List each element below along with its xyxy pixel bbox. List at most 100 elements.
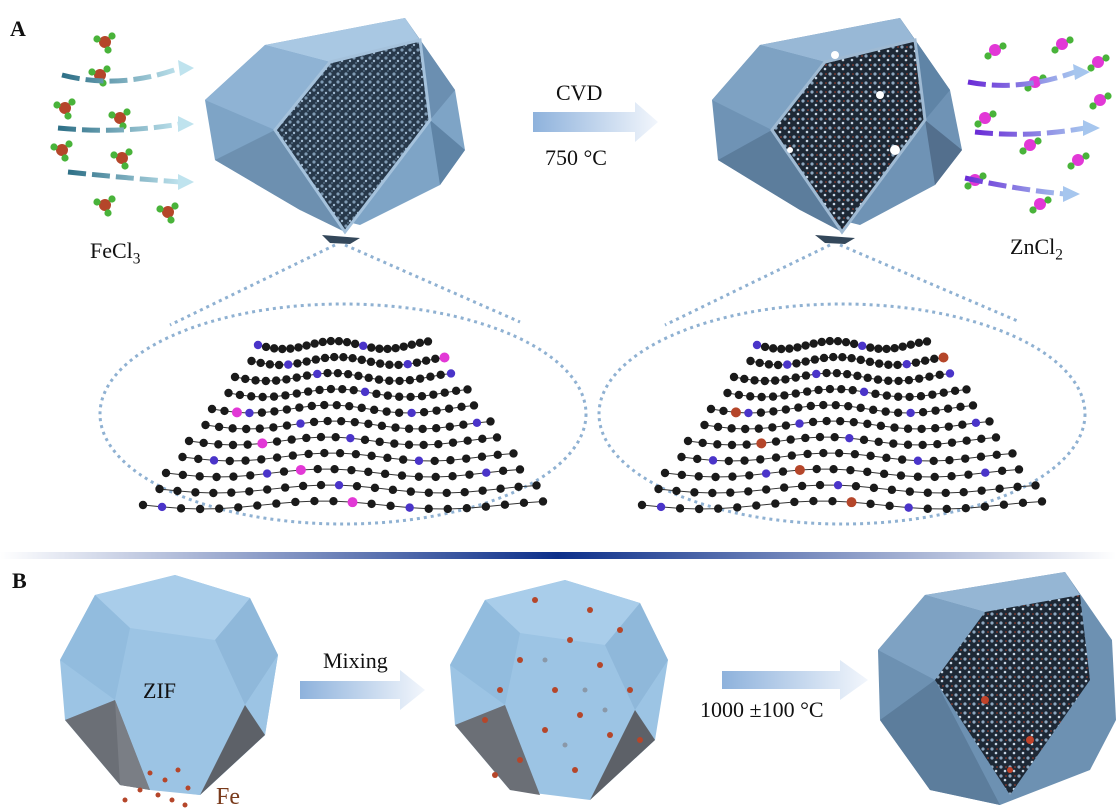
carbon-atom <box>196 472 204 480</box>
process-arrow-icon <box>722 660 868 700</box>
carbon-atom <box>1000 500 1008 508</box>
carbon-atom <box>933 440 941 448</box>
carbon-atom <box>320 449 328 457</box>
carbon-atom <box>371 484 379 492</box>
carbon-atom <box>780 483 788 491</box>
fecl3-molecule-icon <box>108 108 130 129</box>
nitrogen-atom <box>447 369 455 377</box>
carbon-atom <box>733 503 741 511</box>
carbon-atom <box>270 344 278 352</box>
carbon-atom <box>894 377 902 385</box>
carbon-atom <box>463 436 471 444</box>
carbon-atom <box>155 485 163 493</box>
zncl2-molecule-icon <box>1087 54 1109 71</box>
carbon-atom <box>445 404 453 412</box>
carbon-atom <box>992 433 1000 441</box>
carbon-atom <box>281 483 289 491</box>
carbon-atom <box>334 369 342 377</box>
carbon-atom <box>383 454 391 462</box>
carbon-atom <box>319 338 327 346</box>
carbon-atom <box>940 388 948 396</box>
carbon-atom <box>822 369 830 377</box>
carbon-atom <box>304 450 312 458</box>
carbon-atom <box>761 343 769 351</box>
carbon-atom <box>478 435 486 443</box>
carbon-atom <box>429 390 437 398</box>
carbon-atom <box>385 361 393 369</box>
nitrogen-atom <box>296 419 304 427</box>
carbon-atom <box>905 376 913 384</box>
carbon-atom <box>331 433 339 441</box>
carbon-atom <box>1038 497 1046 505</box>
carbon-atom <box>948 438 956 446</box>
carbon-atom <box>262 343 270 351</box>
carbon-atom <box>765 360 773 368</box>
carbon-atom <box>1019 499 1027 507</box>
carbon-atom <box>915 339 923 347</box>
panel-label-b: B <box>12 568 27 594</box>
carbon-atom <box>283 405 291 413</box>
carbon-atom <box>437 371 445 379</box>
carbon-atom <box>884 361 892 369</box>
carbon-atom <box>890 423 898 431</box>
carbon-atom <box>434 440 442 448</box>
carbon-atom <box>877 422 885 430</box>
carbon-atom <box>888 486 896 494</box>
carbon-atom <box>830 433 838 441</box>
carbon-atom <box>834 337 842 345</box>
carbon-atom <box>735 391 743 399</box>
carbon-atom <box>516 465 524 473</box>
nitrogen-atom <box>762 469 770 477</box>
nitrogen-atom <box>359 342 367 350</box>
carbon-atom <box>376 359 384 367</box>
carbon-atom <box>820 354 828 362</box>
fe-label: Fe <box>216 784 240 811</box>
carbon-atom <box>432 424 440 432</box>
nitrogen-atom <box>245 409 253 417</box>
carbon-atom <box>486 417 494 425</box>
carbon-atom <box>678 471 686 479</box>
carbon-atom <box>801 434 809 442</box>
carbon-atom <box>730 373 738 381</box>
carbon-atom <box>772 453 780 461</box>
cvd-arrow <box>533 102 658 142</box>
carbon-atom <box>781 375 789 383</box>
carbon-atom <box>375 438 383 446</box>
carbon-atom <box>842 338 850 346</box>
carbon-atom <box>228 424 236 432</box>
carbon-atom <box>509 449 517 457</box>
nitrogen-atom <box>473 419 481 427</box>
carbon-atom <box>348 354 356 362</box>
nitrogen-atom <box>795 419 803 427</box>
nitrogen-atom <box>482 468 490 476</box>
carbon-atom <box>262 377 270 385</box>
nitrogen-atom <box>753 341 761 349</box>
carbon-atom <box>256 359 264 367</box>
carbon-atom <box>956 403 964 411</box>
carbon-atom <box>452 387 460 395</box>
carbon-atom <box>352 450 360 458</box>
carbon-atom <box>539 497 547 505</box>
carbon-atom <box>258 408 266 416</box>
carbon-atom <box>816 433 824 441</box>
carbon-atom <box>752 501 760 509</box>
carbon-atom <box>282 375 290 383</box>
carbon-atom <box>741 425 749 433</box>
carbon-atom <box>928 390 936 398</box>
zncl2-molecule-icon <box>1051 36 1073 53</box>
carbon-atom <box>714 423 722 431</box>
carbon-atom <box>838 353 846 361</box>
carbon-atom <box>869 406 877 414</box>
carbon-atom <box>882 454 890 462</box>
graphene-sheet-right <box>638 337 1046 513</box>
carbon-atom <box>367 452 375 460</box>
carbon-atom <box>897 471 905 479</box>
carbon-atom <box>890 344 898 352</box>
carbon-atom <box>803 387 811 395</box>
carbon-atom <box>936 371 944 379</box>
carbon-atom <box>852 482 860 490</box>
carbon-atom <box>711 473 719 481</box>
carbon-atom <box>881 407 889 415</box>
nitrogen-atom <box>335 481 343 489</box>
carbon-atom <box>1031 481 1039 489</box>
